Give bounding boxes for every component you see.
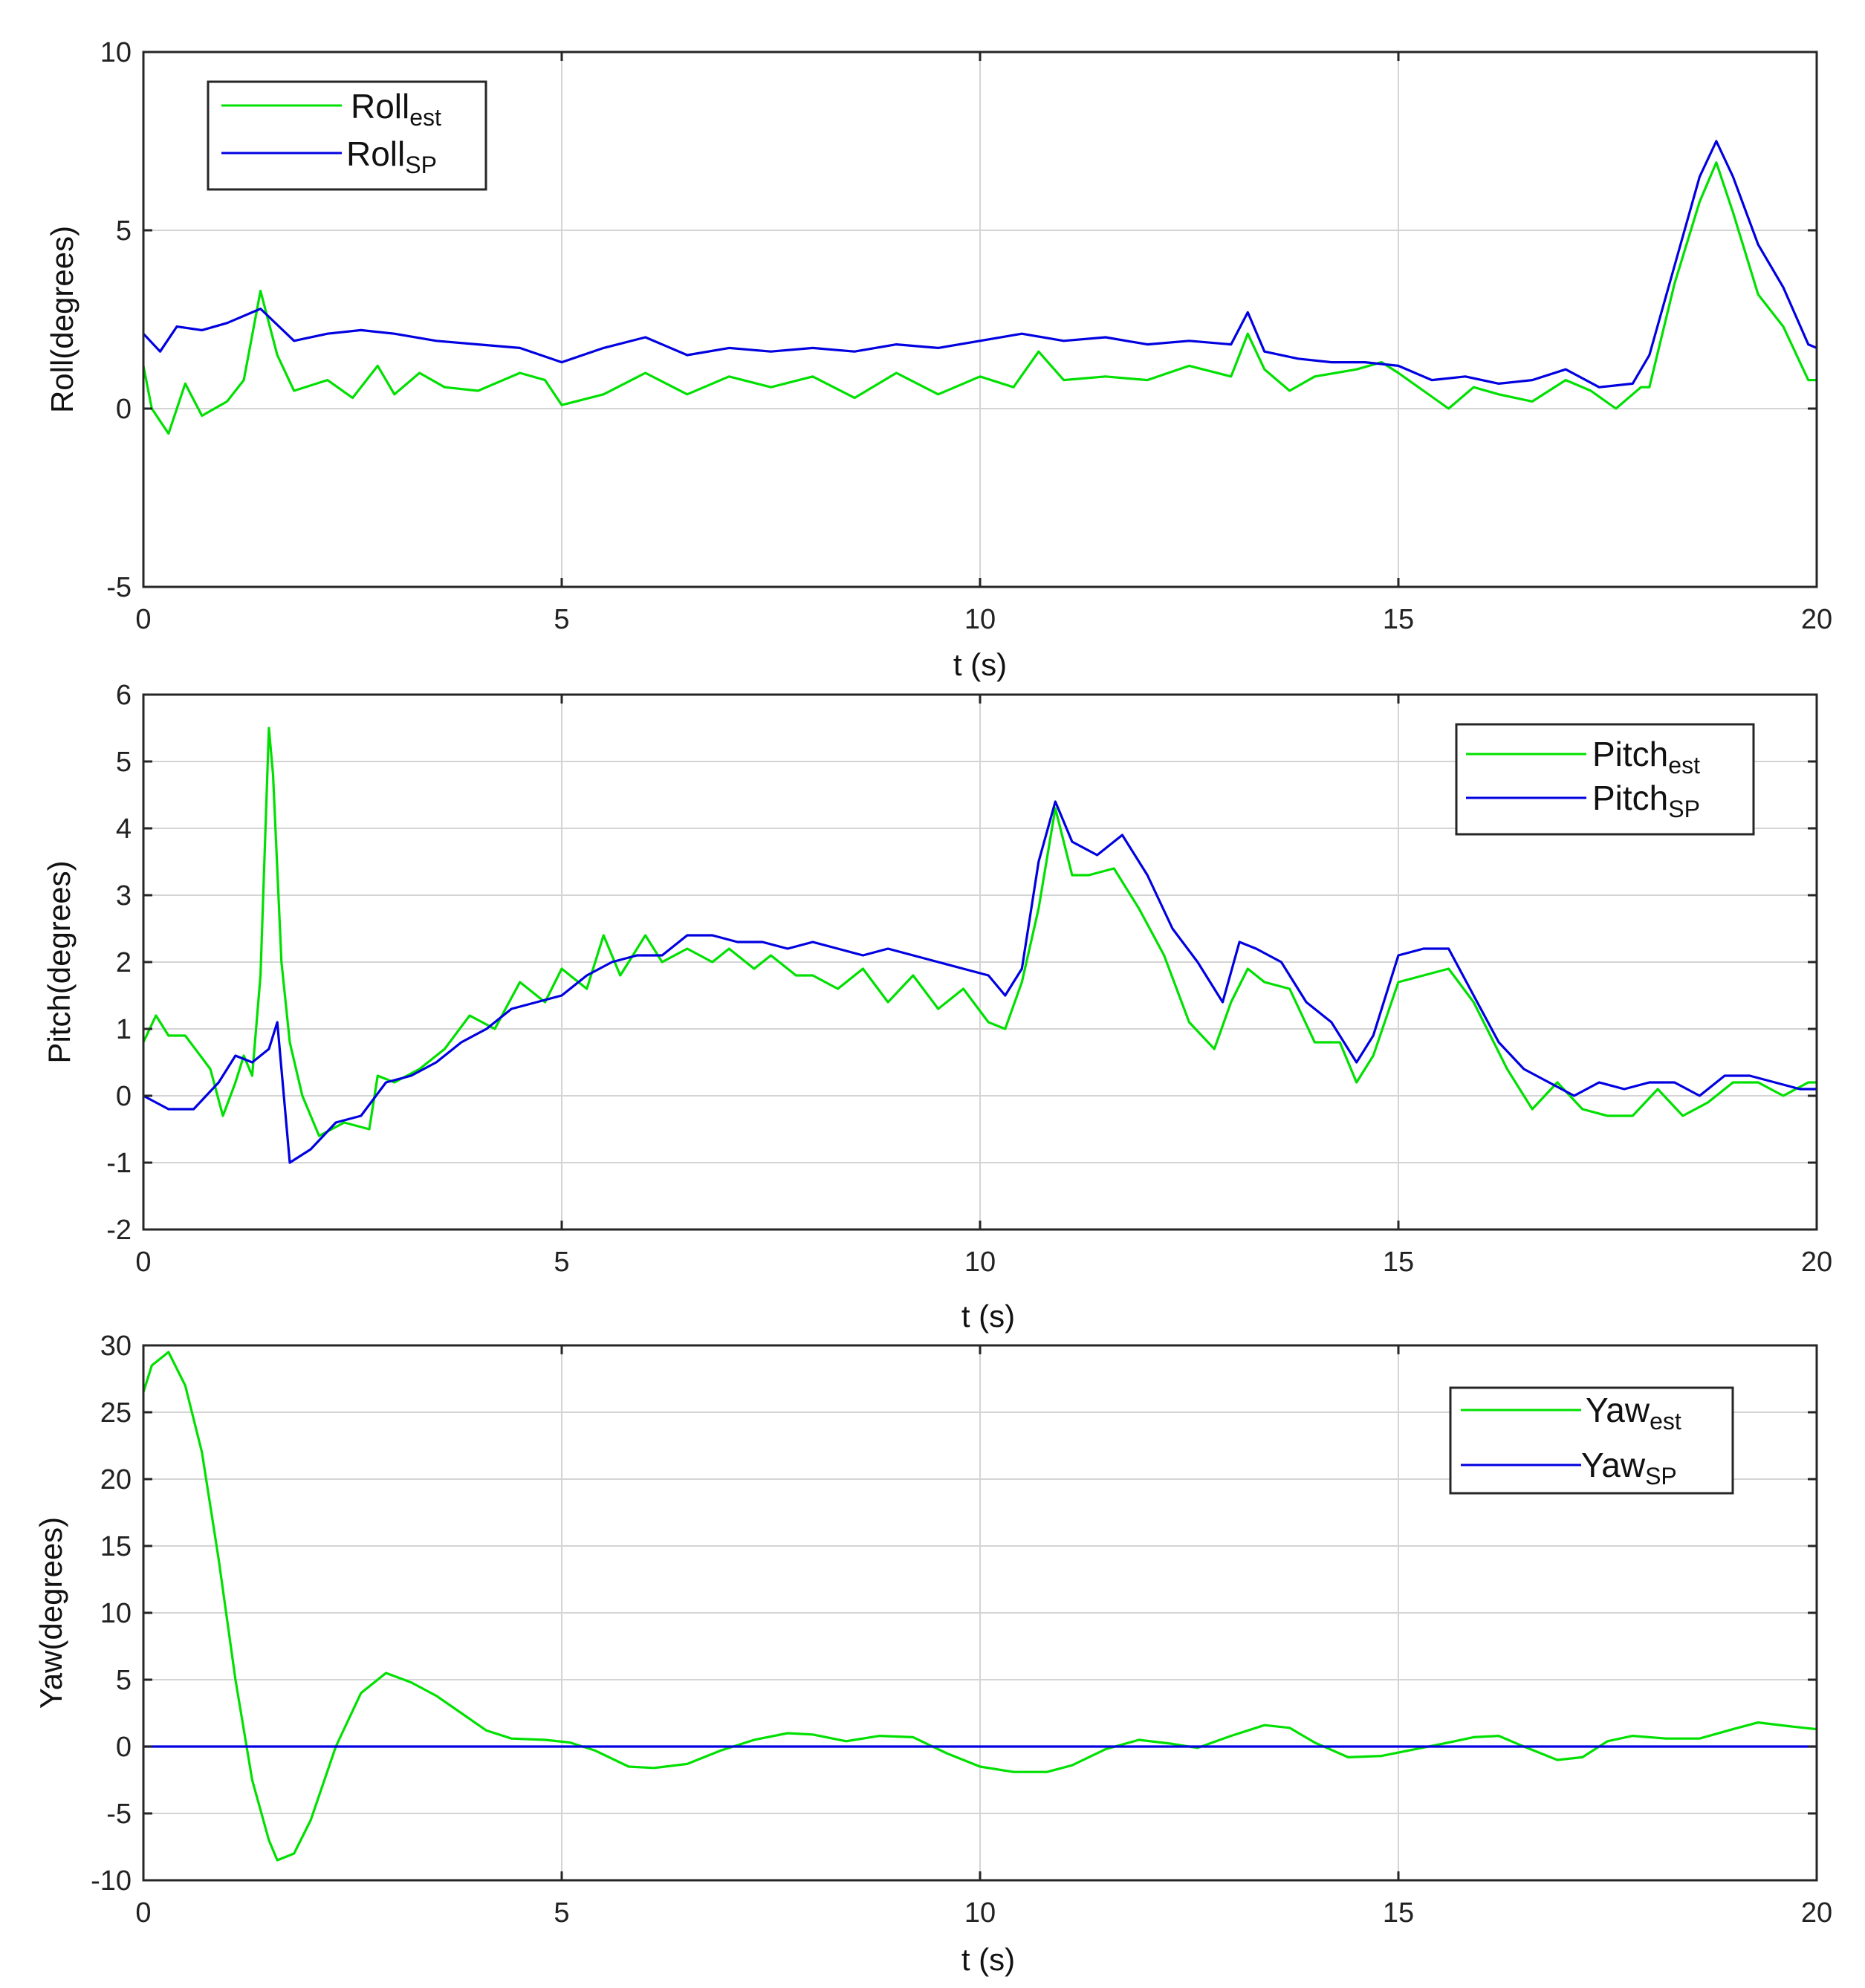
yaw-est-legend-subscript: est <box>1650 1408 1681 1435</box>
roll-y-ticks: -5 0 5 10 <box>100 37 1817 603</box>
pitch-sp-legend-name: Pitch <box>1592 779 1668 817</box>
yaw-x-tick-label: 15 <box>1383 1897 1414 1929</box>
pitch-lines <box>142 727 1818 1164</box>
roll-lines <box>142 140 1818 435</box>
roll-x-ticks: 0 5 10 15 20 <box>135 52 1832 635</box>
roll-x-tick-label: 20 <box>1801 604 1832 635</box>
yaw-legend-box <box>1449 1386 1734 1495</box>
roll-sp-series-line <box>142 140 1818 389</box>
yaw-sp-legend-name: Yaw <box>1581 1446 1646 1484</box>
yaw-y-axis-label: Yaw(degrees) <box>33 1517 68 1709</box>
roll-x-tick-label: 15 <box>1383 604 1414 635</box>
roll-y-tick-label: 10 <box>100 37 132 68</box>
yaw-y-tick-label: 25 <box>100 1397 132 1429</box>
pitch-est-legend-label: Pitchest <box>1592 735 1700 779</box>
pitch-sp-legend-label: PitchSP <box>1592 779 1700 822</box>
roll-est-series-line <box>142 161 1818 435</box>
pitch-est-legend-name: Pitch <box>1592 735 1668 773</box>
pitch-x-tick-label: 10 <box>964 1247 996 1278</box>
pitch-panel: 0 5 10 15 20 -2 -1 0 1 2 3 4 5 6 t (s) Pitch(degrees… <box>42 680 1832 1334</box>
pitch-legend: Pitchest PitchSP <box>1455 723 1755 836</box>
pitch-y-tick-label: 3 <box>116 880 132 912</box>
yaw-y-tick-label: 15 <box>100 1531 132 1562</box>
pitch-est-series-line <box>142 727 1818 1137</box>
yaw-y-tick-label: 30 <box>100 1331 132 1362</box>
roll-sp-legend-label: RollSP <box>346 134 437 178</box>
pitch-x-axis-label: t (s) <box>961 1299 1015 1334</box>
pitch-x-tick-label: 15 <box>1383 1247 1414 1278</box>
roll-x-tick-label: 5 <box>554 604 569 635</box>
pitch-x-tick-label: 20 <box>1801 1247 1832 1278</box>
pitch-legend-box <box>1455 723 1755 836</box>
pitch-sp-legend-subscript: SP <box>1668 796 1700 822</box>
roll-sp-legend-subscript: SP <box>405 152 437 178</box>
roll-x-axis-label: t (s) <box>953 647 1007 682</box>
roll-sp-legend-name: Roll <box>346 134 405 173</box>
pitch-est-legend-subscript: est <box>1668 752 1700 779</box>
yaw-x-tick-label: 0 <box>135 1897 151 1929</box>
pitch-sp-series-line <box>142 800 1818 1164</box>
roll-x-tick-label: 10 <box>964 604 996 635</box>
yaw-y-tick-label: -5 <box>106 1799 132 1830</box>
pitch-y-tick-label: 1 <box>116 1014 132 1045</box>
yaw-y-tick-label: 0 <box>116 1732 132 1763</box>
yaw-y-tick-label: 20 <box>100 1464 132 1495</box>
roll-y-tick-label: 5 <box>116 215 132 247</box>
pitch-y-ticks: -2 -1 0 1 2 3 4 5 6 <box>106 680 1817 1246</box>
yaw-x-tick-label: 5 <box>554 1897 569 1929</box>
yaw-y-tick-label: -10 <box>91 1865 132 1897</box>
pitch-y-tick-label: 0 <box>116 1081 132 1112</box>
pitch-x-tick-label: 5 <box>554 1247 569 1278</box>
yaw-x-tick-label: 20 <box>1801 1897 1832 1929</box>
roll-est-legend-name: Roll <box>351 87 409 126</box>
pitch-y-tick-label: 2 <box>116 947 132 978</box>
yaw-panel: 0 5 10 15 20 -10 -5 0 5 10 15 20 25 30 t (s) Yaw(deg… <box>33 1331 1832 1977</box>
yaw-sp-legend-subscript: SP <box>1645 1463 1677 1490</box>
yaw-x-tick-label: 10 <box>964 1897 996 1929</box>
roll-x-tick-label: 0 <box>135 604 151 635</box>
yaw-y-tick-label: 5 <box>116 1665 132 1696</box>
pitch-y-tick-label: 6 <box>116 680 132 711</box>
roll-legend-box <box>207 80 487 191</box>
yaw-y-ticks: -10 -5 0 5 10 15 20 25 30 <box>91 1331 1817 1897</box>
roll-est-legend-label: Rollest <box>351 87 441 131</box>
yaw-y-tick-label: 10 <box>100 1598 132 1629</box>
pitch-y-tick-label: -2 <box>106 1215 132 1246</box>
roll-legend: Rollest RollSP <box>207 80 487 191</box>
yaw-est-series-line <box>142 1351 1818 1862</box>
roll-est-legend-subscript: est <box>409 104 441 131</box>
roll-y-axis-label: Roll(degrees) <box>45 226 80 413</box>
yaw-x-ticks: 0 5 10 15 20 <box>135 1345 1832 1929</box>
yaw-est-legend-label: Yawest <box>1586 1391 1681 1435</box>
pitch-y-tick-label: 5 <box>116 747 132 778</box>
pitch-x-ticks: 0 5 10 15 20 <box>135 695 1832 1278</box>
yaw-lines <box>142 1351 1818 1862</box>
pitch-y-axis-label: Pitch(degrees) <box>42 860 77 1063</box>
pitch-y-tick-label: 4 <box>116 813 132 845</box>
pitch-y-tick-label: -1 <box>106 1148 132 1179</box>
roll-grid <box>143 52 1817 587</box>
yaw-x-axis-label: t (s) <box>961 1942 1015 1977</box>
pitch-x-tick-label: 0 <box>135 1247 151 1278</box>
yaw-est-legend-name: Yaw <box>1586 1391 1650 1429</box>
roll-y-tick-label: -5 <box>106 572 132 603</box>
roll-y-tick-label: 0 <box>116 394 132 425</box>
yaw-legend: Yawest YawSP <box>1449 1386 1734 1495</box>
yaw-sp-legend-label: YawSP <box>1581 1446 1677 1490</box>
